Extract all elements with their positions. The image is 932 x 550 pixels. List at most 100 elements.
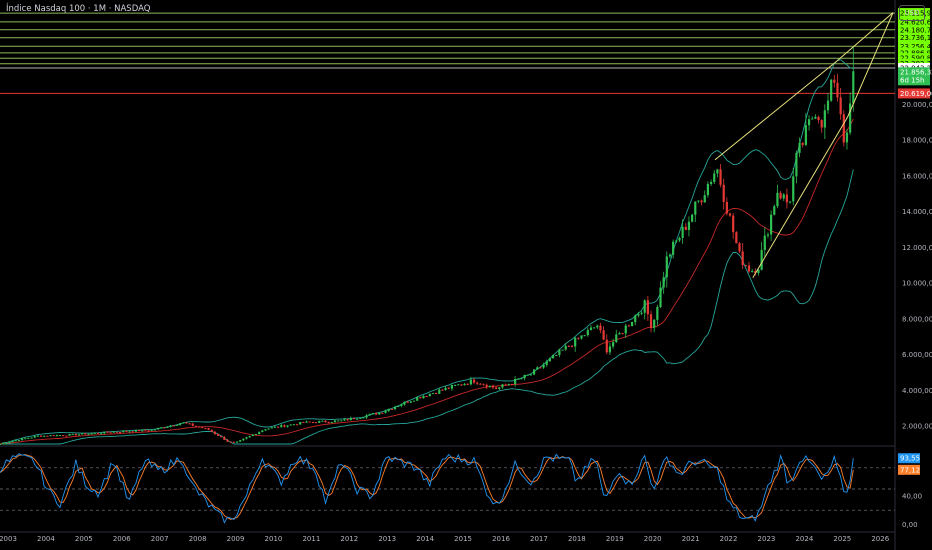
candle-body (561, 349, 564, 351)
candle-body (691, 214, 694, 222)
candle-body (182, 422, 185, 424)
candle-body (387, 408, 390, 411)
candle-body (213, 431, 217, 434)
candle-body (649, 314, 653, 328)
candle-body (457, 384, 460, 386)
candle-body (368, 413, 371, 416)
candle-body (185, 422, 188, 424)
candle-body (166, 426, 169, 428)
candle-body (751, 271, 754, 273)
time-tick-label: 2005 (75, 535, 93, 543)
candle-body (773, 206, 776, 215)
candle-body (653, 319, 656, 328)
time-tick-label: 2016 (492, 535, 510, 543)
candle-body (836, 82, 839, 98)
candle-body (479, 383, 482, 385)
candle-body (574, 337, 577, 347)
candle-body (36, 435, 40, 437)
price-tick-label: 18.000,00 (902, 137, 932, 145)
candle-body (788, 201, 792, 203)
candle-body (340, 420, 343, 422)
candle-body (577, 337, 580, 339)
candle-body (289, 424, 292, 426)
candle-body (201, 427, 204, 429)
candle-body (466, 383, 469, 385)
candle-body (77, 434, 81, 436)
candle-body (488, 385, 491, 388)
candle-body (324, 420, 327, 423)
candle-body (608, 346, 612, 353)
candle-body (817, 116, 820, 121)
candle-body (409, 401, 412, 403)
candle-body (27, 437, 30, 439)
candle-body (248, 436, 251, 438)
level-tag: 23.736,12 (900, 34, 932, 42)
candle-body (536, 367, 539, 370)
candle-body (96, 432, 100, 434)
osc-tag-bg (898, 464, 920, 475)
countdown-label: 6d 15h (900, 76, 924, 84)
time-tick-label: 2012 (340, 535, 358, 543)
candle-body (273, 426, 277, 428)
candle-body (826, 100, 830, 111)
candle-body (498, 387, 501, 389)
level-tag-bg (898, 53, 930, 64)
candle-body (220, 435, 223, 438)
candle-body (700, 200, 703, 203)
time-tick-label: 2010 (265, 535, 283, 543)
time-tick-label: 2025 (833, 535, 851, 543)
candle-body (472, 379, 476, 383)
candle-body (112, 431, 115, 433)
level-tag: 23.256,46 (900, 43, 932, 51)
candle-body (842, 114, 845, 143)
candle-body (444, 387, 447, 391)
candle-body (374, 413, 378, 415)
wedge-upper-line (714, 12, 894, 161)
candle-body (137, 430, 141, 432)
level-tag-bg (898, 8, 930, 19)
candle-body (732, 215, 735, 233)
candle-body (397, 406, 400, 408)
candle-body (277, 426, 280, 428)
candle-body (43, 435, 46, 437)
candle-body (71, 433, 74, 435)
candle-body (416, 397, 419, 401)
candle-body (687, 221, 691, 230)
support-tag: 20.619,00 (900, 90, 932, 98)
currency-button[interactable]: USD (899, 5, 925, 21)
candle-body (419, 397, 422, 399)
candle-body (62, 435, 65, 437)
candle-body (17, 440, 21, 442)
candle-body (74, 433, 77, 436)
time-tick-label: 2026 (871, 535, 889, 543)
candle-body (147, 430, 150, 432)
osc-value-label: 93,55 (900, 455, 920, 463)
lower-band-line (0, 169, 854, 445)
candle-body (567, 345, 570, 347)
candle-body (646, 300, 649, 315)
upper-band-line (0, 59, 854, 445)
candle-body (713, 173, 716, 183)
candle-body (109, 432, 112, 434)
candle-body (697, 200, 700, 202)
candle-body (738, 243, 741, 252)
candle-body (570, 346, 574, 348)
candle-body (90, 433, 93, 435)
candle-body (583, 335, 586, 337)
candle-body (564, 345, 567, 350)
level-tag-bg (898, 47, 930, 58)
candle-body (141, 429, 144, 432)
candle-body (381, 412, 384, 414)
price-tick-label: 20.000,00 (902, 101, 932, 109)
candle-body (539, 367, 542, 369)
candle-body (469, 379, 472, 385)
candle-body (779, 192, 782, 199)
candle-body (605, 339, 608, 353)
candle-body (2, 443, 5, 445)
candle-body (194, 425, 198, 427)
candle-body (58, 435, 62, 437)
candle-body (390, 408, 393, 410)
osc-value-label: 77,12 (900, 466, 920, 474)
candle-body (510, 383, 514, 385)
candle-body (526, 374, 529, 376)
